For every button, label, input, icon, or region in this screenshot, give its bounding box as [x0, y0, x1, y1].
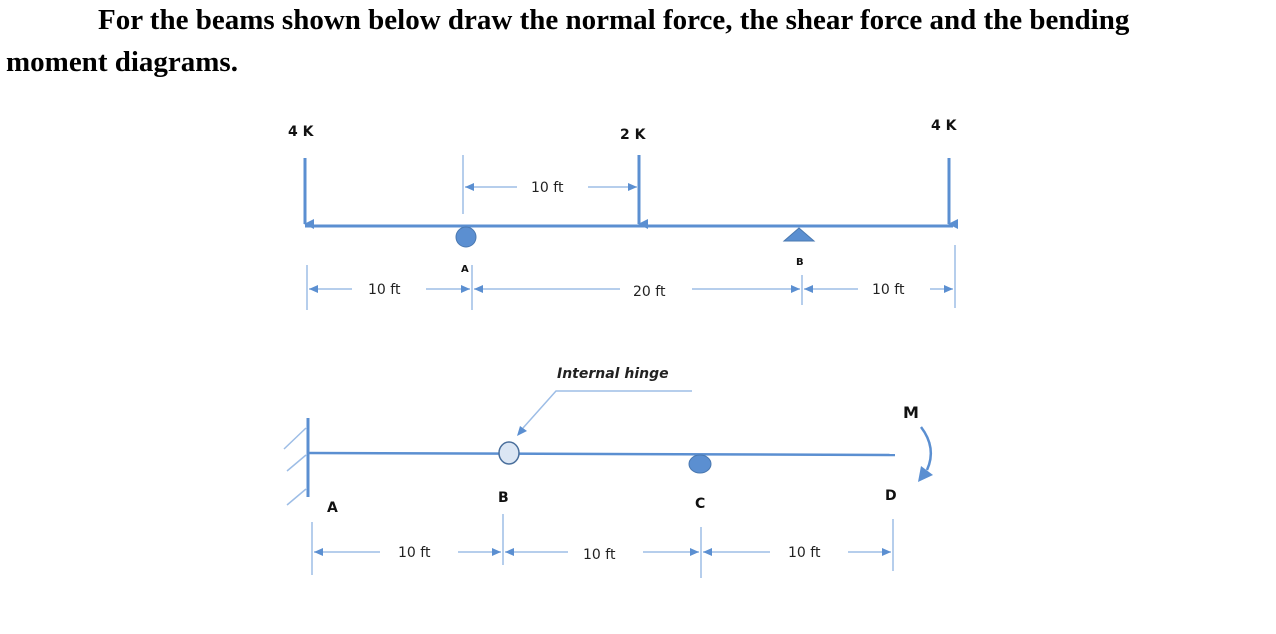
point-label-c: C — [695, 496, 705, 512]
support-label-a: A — [461, 264, 469, 275]
moment-arrow-icon — [919, 426, 933, 471]
callout-leader-line — [522, 390, 692, 429]
dimension-label-2: 20 ft — [633, 284, 666, 300]
beam-2: A B Internal hinge C D M 10 ft 10 ft 10 … — [283, 366, 933, 578]
title-line-2: moment diagrams. — [6, 46, 238, 78]
hinge-callout-label: Internal hinge — [557, 366, 669, 382]
roller-support-icon — [455, 226, 477, 248]
beam-2-member — [307, 451, 896, 457]
load-label-left: 4 K — [288, 124, 315, 140]
moment-arrowhead-icon — [918, 466, 933, 482]
internal-hinge-icon — [498, 441, 520, 465]
dimension-label-1: 10 ft — [368, 282, 401, 298]
callout-arrow-icon — [517, 426, 527, 436]
dimension-label-1: 10 ft — [398, 545, 431, 561]
point-label-b: B — [498, 490, 509, 506]
point-label-a: A — [327, 500, 338, 516]
roller-support-icon — [688, 454, 712, 474]
dimension-label-2: 10 ft — [583, 547, 616, 563]
load-label-right: 4 K — [931, 118, 958, 134]
beam-1: 4 K 2 K 4 K A B 10 ft 10 ft 20 ft 10 ft — [288, 118, 958, 310]
load-label-middle: 2 K — [620, 127, 647, 143]
dimension-label-top: 10 ft — [531, 180, 564, 196]
dimension-label-3: 10 ft — [788, 545, 821, 561]
point-label-d: D — [885, 488, 897, 504]
support-label-b: B — [796, 257, 804, 268]
title-line-1: For the beams shown below draw the norma… — [98, 4, 1130, 36]
fixed-support-hatch-icon — [283, 427, 307, 506]
dimension-label-3: 10 ft — [872, 282, 905, 298]
pin-support-icon — [782, 227, 816, 242]
moment-label: M — [903, 403, 919, 422]
